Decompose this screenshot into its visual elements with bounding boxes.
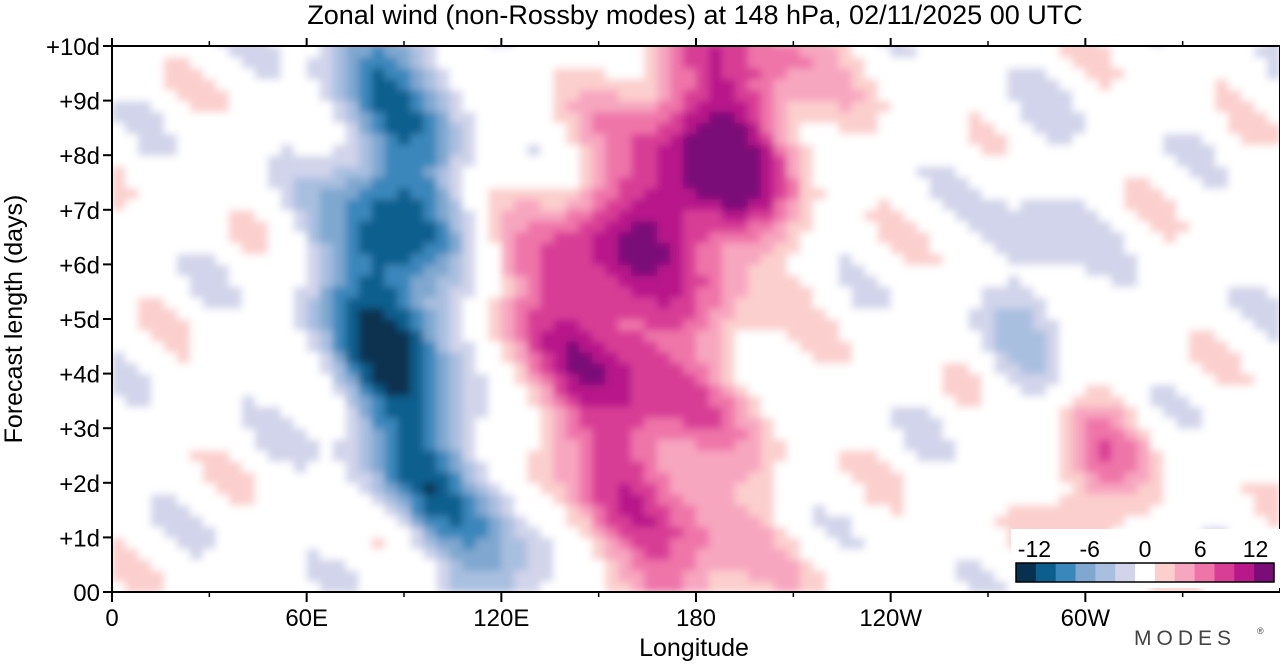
field-cells — [112, 46, 1280, 592]
x-tick-label: 60E — [285, 605, 328, 632]
colorbar-label: -6 — [1079, 536, 1099, 562]
y-tick-label: +9d — [59, 89, 100, 116]
y-tick-label: 00 — [73, 580, 100, 607]
colorbar-label: -12 — [1018, 536, 1051, 562]
registered-mark: ® — [1257, 626, 1264, 636]
y-tick-label: +8d — [59, 143, 100, 170]
colorbar-swatch — [1095, 563, 1116, 582]
x-tick-label: 180 — [676, 605, 716, 632]
chart-title: Zonal wind (non-Rossby modes) at 148 hPa… — [307, 0, 1082, 30]
colorbar-swatch — [1174, 563, 1196, 582]
colorbar-swatch — [1154, 563, 1176, 582]
colorbar-swatch — [1115, 563, 1136, 582]
colorbar-label: 12 — [1243, 536, 1269, 562]
y-tick-label: +1d — [59, 525, 100, 552]
colorbar-swatch — [1075, 563, 1096, 582]
x-tick-label: 60W — [1061, 605, 1111, 632]
y-tick-label: +2d — [59, 471, 100, 498]
x-tick-label: 120W — [859, 605, 922, 632]
y-tick-label: +5d — [59, 307, 100, 334]
y-tick-label: +4d — [59, 362, 100, 389]
y-tick-label: +3d — [59, 416, 100, 443]
colorbar-swatch — [1234, 563, 1255, 582]
x-axis-label: Longitude — [639, 634, 749, 662]
x-axis: 0 60E 120E 180 120W 60W — [105, 38, 1184, 632]
heatmap-field — [112, 46, 1280, 592]
colorbar-swatch — [1254, 563, 1275, 582]
colorbar-frame — [1015, 562, 1275, 583]
colorbar-swatch — [1214, 563, 1235, 582]
y-axis: 00 +1d +2d +3d +4d +5d +6d +7d +8d +9d +10d — [46, 34, 112, 607]
colorbar-swatch — [1194, 563, 1215, 582]
colorbar: -12 -6 0 6 12 — [1011, 529, 1280, 588]
x-tick-label: 120E — [473, 605, 529, 632]
colorbar-swatch — [1035, 563, 1057, 582]
modes-logo: MODES — [1134, 627, 1236, 650]
colorbar-label: 6 — [1194, 536, 1207, 562]
y-tick-label: +6d — [59, 252, 100, 279]
colorbar-swatch — [1016, 563, 1037, 582]
colorbar-swatch — [1135, 563, 1156, 582]
y-tick-label: +7d — [59, 198, 100, 225]
x-tick-label: 0 — [105, 605, 118, 632]
colorbar-swatch — [1055, 563, 1077, 582]
y-axis-label: Forecast length (days) — [0, 195, 28, 444]
colorbar-label: 0 — [1139, 536, 1152, 562]
y-tick-label: +10d — [46, 34, 100, 61]
